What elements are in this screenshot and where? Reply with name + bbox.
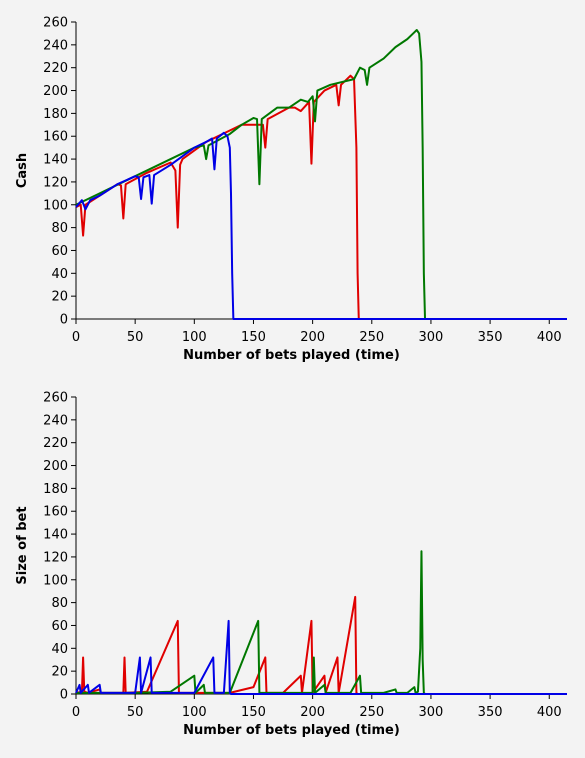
x-axis-label: Number of bets played (time) [183,723,400,738]
x-tick-label: 250 [359,330,384,345]
bet-size-chart: 0 20 40 60 80 100 120 140 160 180 200 220 240 260 0 50 1… [15,391,567,738]
y-tick-label: 20 [51,665,68,680]
y-tick-label: 100 [43,573,68,588]
y-tick-label: 60 [51,244,68,259]
series-line-0 [75,74,567,320]
y-tick-label: 160 [43,130,68,145]
x-tick-label: 400 [537,705,562,720]
x-tick-label: 300 [419,705,444,720]
x-tick-label: 50 [127,705,144,720]
y-axis-label: Size of bet [15,506,30,584]
series-line-0 [75,595,567,695]
x-tick-label: 350 [478,705,503,720]
y-tick-label: 200 [43,459,68,474]
x-tick-label: 0 [72,705,80,720]
y-tick-label: 260 [43,16,68,31]
x-tick-label: 50 [127,330,144,345]
y-tick-label: 140 [43,153,68,168]
x-axis-label: Number of bets played (time) [183,348,400,363]
y-tick-label: 180 [43,107,68,122]
x-tick-label: 200 [300,705,325,720]
y-tick-label: 40 [51,642,68,657]
y-tick-label: 100 [43,198,68,213]
y-tick-label: 240 [43,413,68,428]
x-tick-label: 150 [241,330,266,345]
y-tick-label: 220 [43,61,68,76]
y-tick-label: 0 [60,688,68,703]
x-tick-label: 400 [537,330,562,345]
y-tick-label: 80 [51,596,68,611]
y-tick-label: 160 [43,505,68,520]
series-line-1 [75,29,567,320]
x-tick-label: 300 [419,330,444,345]
x-tick-label: 150 [241,705,266,720]
y-tick-label: 220 [43,436,68,451]
cash-chart: 0 20 40 60 80 100 120 140 160 180 200 220 240 260 0 50 1… [15,16,567,363]
y-tick-label: 180 [43,482,68,497]
series-line-1 [76,550,567,695]
y-tick-label: 80 [51,221,68,236]
y-tick-label: 240 [43,38,68,53]
y-axis-label: Cash [15,153,30,188]
series-line-2 [75,619,567,695]
y-tick-label: 140 [43,528,68,543]
series-line-2 [75,131,567,320]
y-tick-label: 200 [43,84,68,99]
x-tick-label: 0 [72,330,80,345]
y-tick-label: 120 [43,175,68,190]
y-tick-label: 0 [60,313,68,328]
y-tick-label: 260 [43,391,68,406]
y-tick-label: 60 [51,619,68,634]
y-tick-label: 20 [51,290,68,305]
x-tick-label: 250 [359,705,384,720]
y-tick-label: 120 [43,550,68,565]
x-tick-label: 100 [182,330,207,345]
x-tick-label: 200 [300,330,325,345]
y-tick-label: 40 [51,267,68,282]
x-tick-label: 100 [182,705,207,720]
x-tick-label: 350 [478,330,503,345]
